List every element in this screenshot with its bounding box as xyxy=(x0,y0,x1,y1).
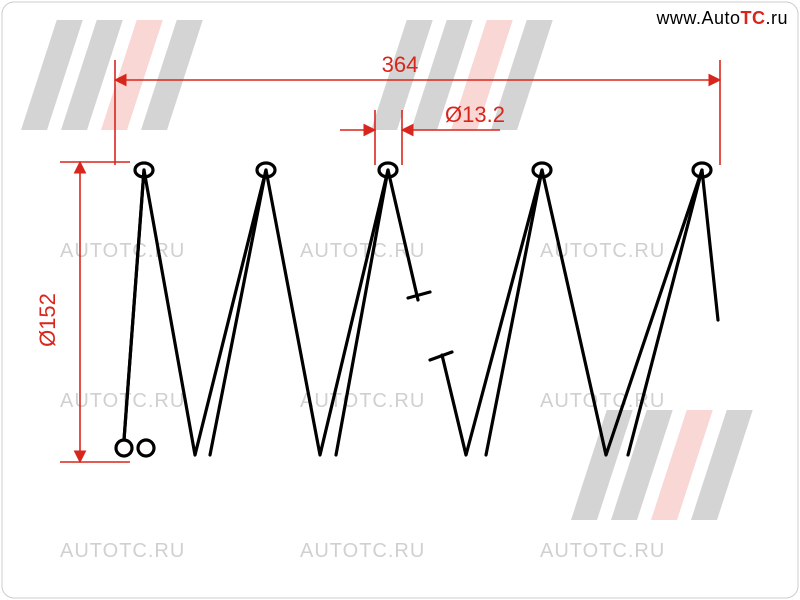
dim-height xyxy=(60,162,130,462)
spring-diagram: 364 Ø13.2 Ø152 xyxy=(0,0,800,600)
dim-length-label: 364 xyxy=(382,52,419,77)
dim-wire-label: Ø13.2 xyxy=(445,102,505,127)
frame-box xyxy=(2,2,798,598)
dim-height-label: Ø152 xyxy=(35,293,60,347)
spring-body xyxy=(116,163,723,456)
